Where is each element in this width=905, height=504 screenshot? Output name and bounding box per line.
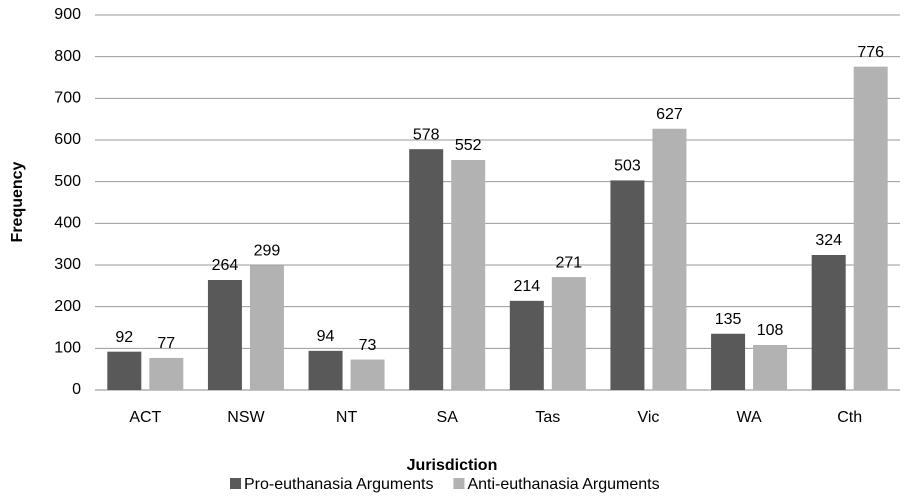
bar [610,180,645,390]
data-label: 627 [656,106,683,123]
x-tick-label: SA [437,409,459,426]
bar [711,333,746,390]
bar [107,351,142,390]
data-label: 92 [115,329,133,346]
data-label: 503 [614,158,641,175]
bar [149,357,184,390]
data-label: 135 [715,311,742,328]
x-tick-label: NSW [227,409,265,426]
x-tick-label: Cth [837,409,862,426]
bar [350,359,385,390]
y-tick-label: 300 [54,256,81,273]
data-label: 552 [455,137,482,154]
data-label: 324 [815,232,842,249]
x-tick-label: WA [736,409,762,426]
y-tick-label: 500 [54,173,81,190]
data-label: 73 [359,337,377,354]
x-tick-label: NT [336,409,358,426]
data-label: 214 [513,278,540,295]
legend-label: Pro-euthanasia Arguments [244,476,433,493]
data-label: 77 [157,335,175,352]
x-axis-title: Jurisdiction [407,457,498,474]
bar [551,277,586,390]
bar [308,350,343,390]
y-tick-label: 200 [54,298,81,315]
y-tick-label: 100 [54,340,81,357]
data-label: 108 [757,322,784,339]
y-tick-label: 700 [54,90,81,107]
legend-label: Anti-euthanasia Arguments [467,476,659,493]
x-tick-label: ACT [129,409,161,426]
y-axis-title: Frequency [9,161,26,242]
x-tick-label: Tas [535,409,560,426]
bar [207,280,242,390]
data-label: 264 [212,257,239,274]
x-tick-label: Vic [637,409,659,426]
bar [451,160,486,390]
bar [409,149,444,390]
y-tick-label: 0 [72,381,81,398]
y-tick-label: 400 [54,215,81,232]
y-tick-label: 600 [54,131,81,148]
legend-swatch [230,478,241,489]
data-label: 299 [254,243,281,260]
data-label: 578 [413,126,440,143]
bar [753,345,788,390]
data-label: 94 [317,328,335,345]
bar [249,265,284,390]
data-label: 271 [555,254,582,271]
y-tick-label: 900 [54,6,81,23]
bar [652,128,687,390]
legend-swatch [453,478,465,489]
y-tick-label: 800 [54,48,81,65]
bar [509,300,544,390]
bar [811,255,846,390]
bar [853,66,888,391]
data-label: 776 [857,44,884,61]
